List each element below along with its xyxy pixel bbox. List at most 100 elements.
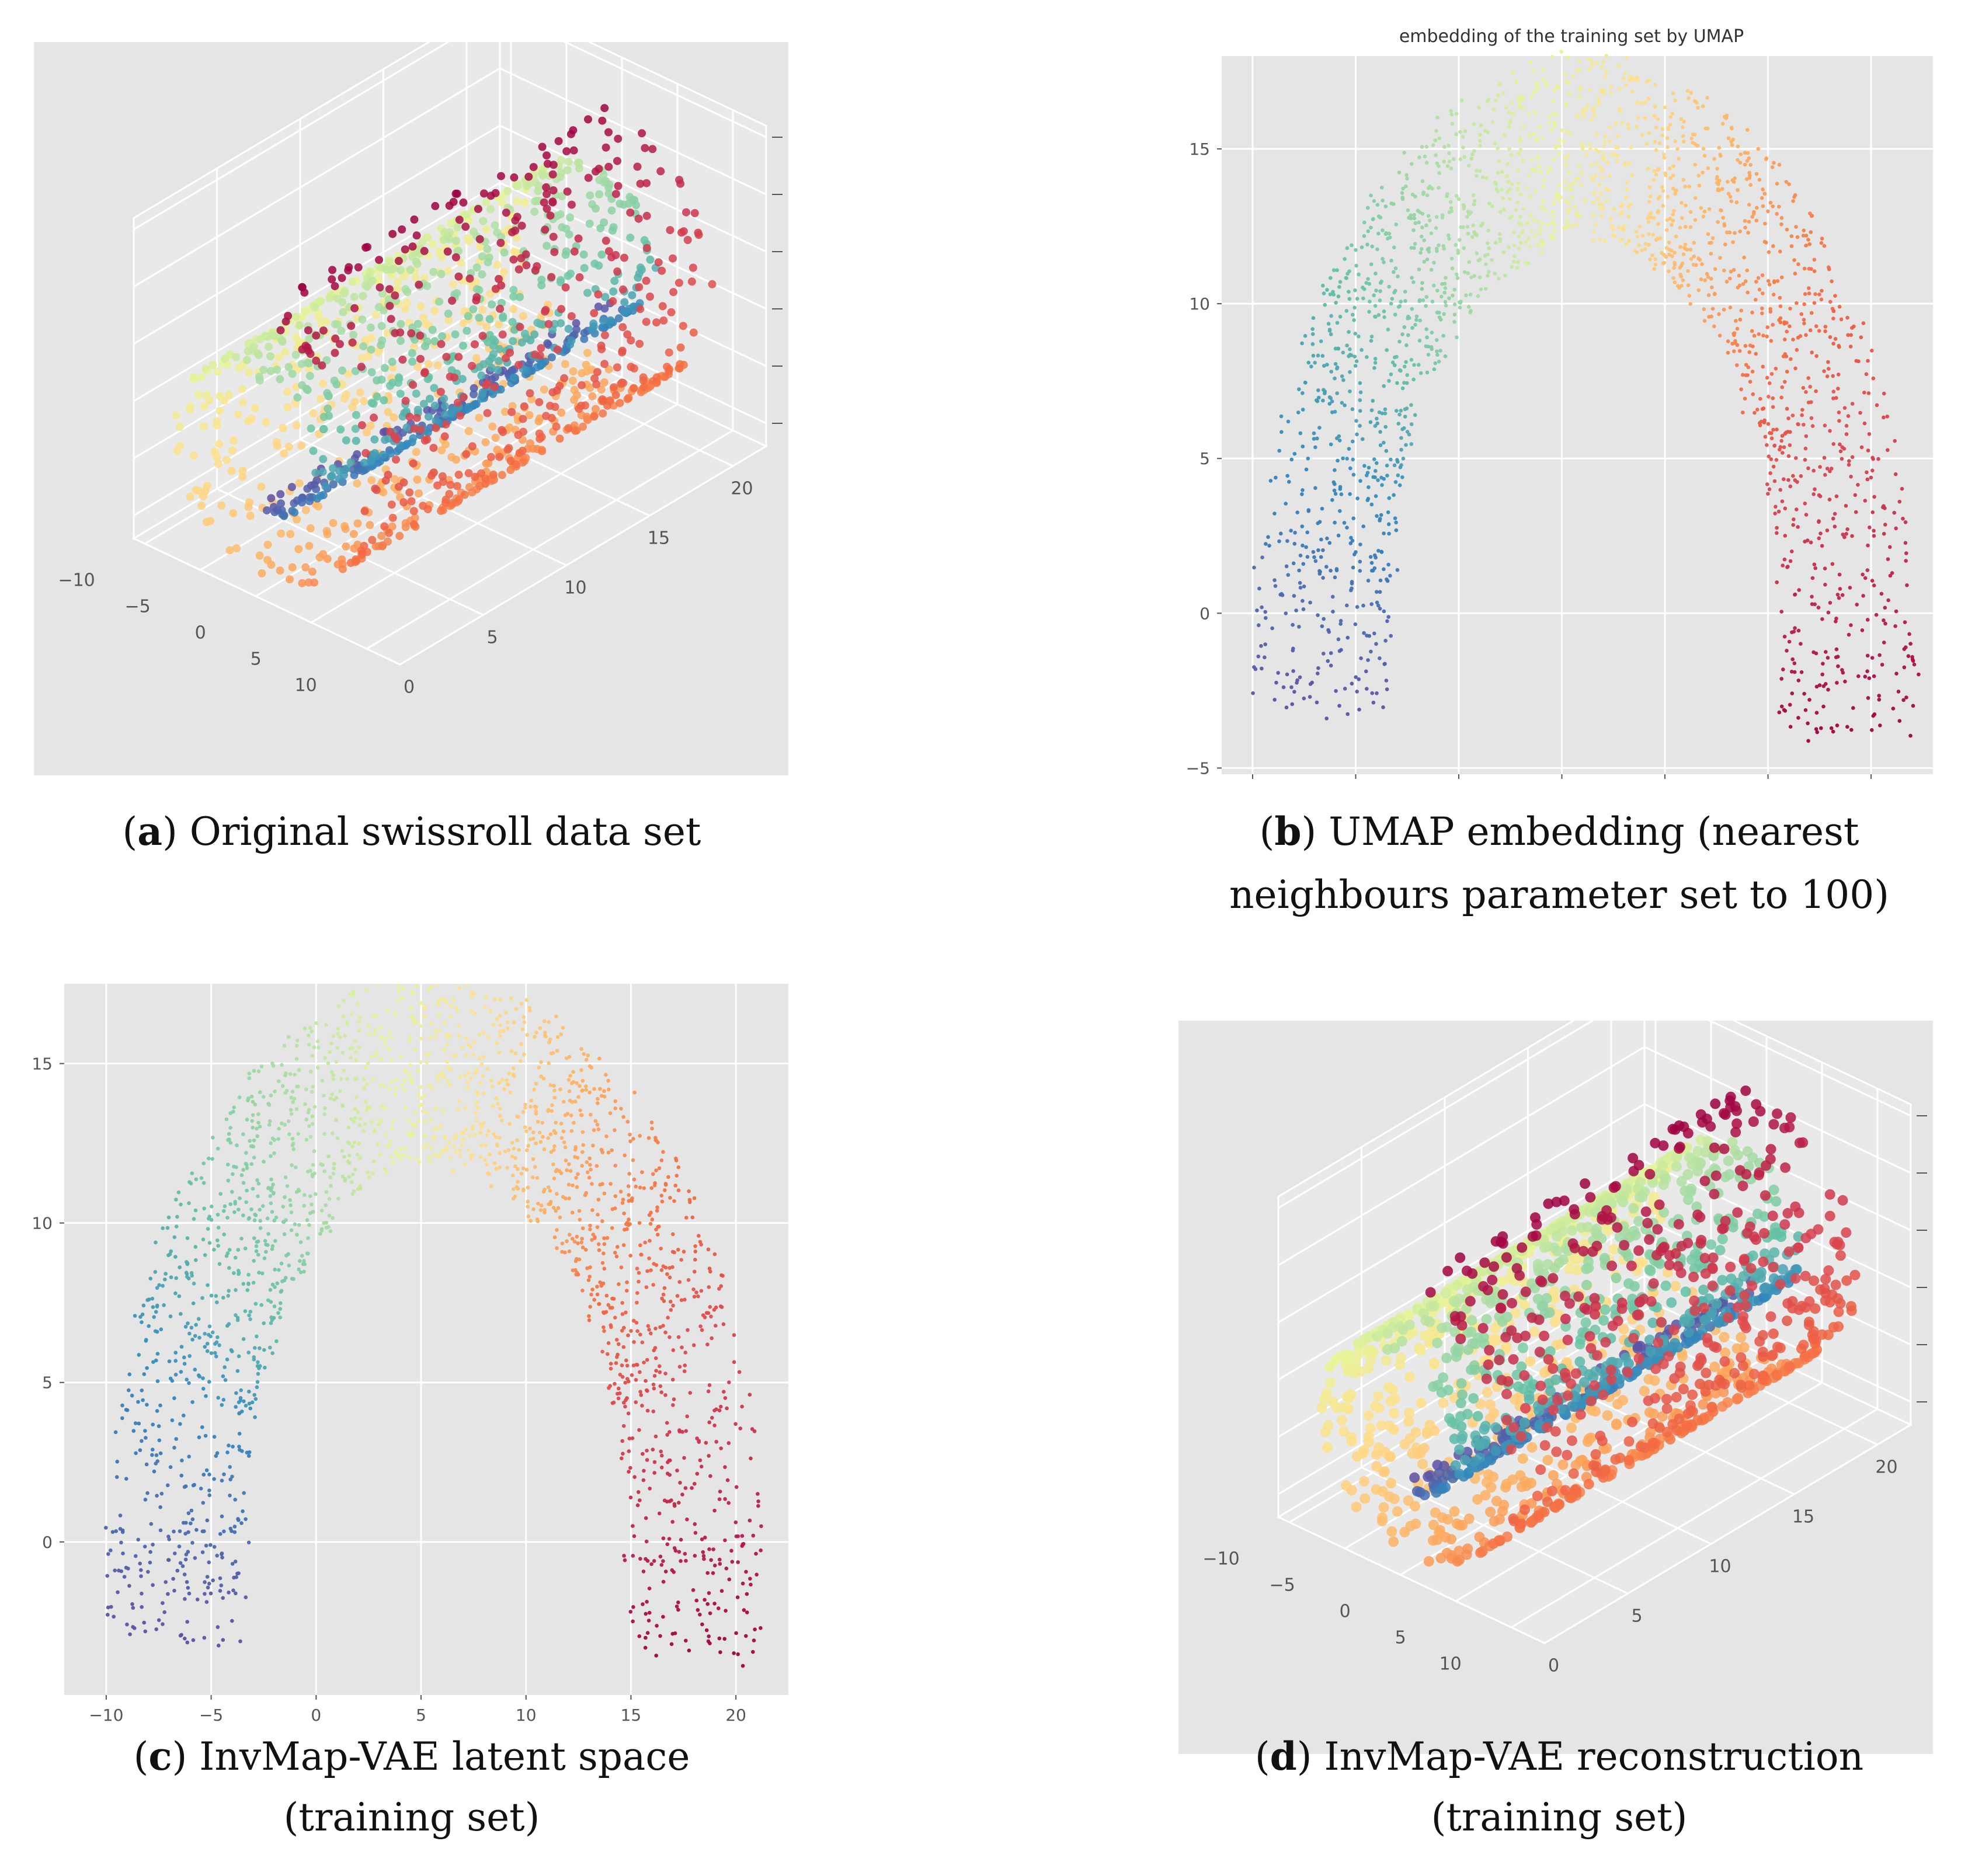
chart-c-point bbox=[663, 1569, 668, 1574]
chart-b-point bbox=[1775, 427, 1779, 431]
chart-b-point bbox=[1731, 240, 1735, 245]
chart-c-point bbox=[302, 1026, 307, 1031]
chart-b-point bbox=[1575, 211, 1579, 215]
chart-b-point bbox=[1671, 164, 1675, 168]
chart-a-point bbox=[416, 354, 425, 363]
chart-b-point bbox=[1484, 176, 1489, 180]
chart-b-point bbox=[1260, 555, 1264, 559]
chart-c-point bbox=[231, 1109, 235, 1114]
chart-a-point bbox=[471, 472, 479, 481]
chart-c-point bbox=[552, 1148, 556, 1152]
chart-b-point bbox=[1403, 299, 1407, 303]
chart-a-point bbox=[484, 338, 492, 347]
chart-c-point bbox=[235, 1369, 240, 1373]
chart-b-point bbox=[1394, 520, 1398, 525]
chart-a-point bbox=[580, 329, 589, 337]
chart-c-point bbox=[365, 988, 369, 993]
chart-c-point bbox=[698, 1458, 703, 1463]
chart-c-point bbox=[269, 1321, 273, 1325]
chart-a-point bbox=[446, 373, 454, 381]
chart-c-point bbox=[631, 1554, 635, 1558]
chart-a-point bbox=[405, 412, 414, 421]
chart-a-point bbox=[432, 423, 440, 432]
chart-b-point bbox=[1820, 544, 1824, 548]
chart-b-point bbox=[1426, 214, 1431, 218]
chart-c-point bbox=[589, 1167, 593, 1172]
chart-b-point bbox=[1590, 59, 1594, 64]
chart-a-point bbox=[561, 250, 570, 259]
chart-b-point bbox=[1384, 449, 1389, 453]
chart-b-point bbox=[1321, 398, 1325, 403]
chart-b-point bbox=[1603, 134, 1607, 138]
chart-b-point bbox=[1379, 549, 1383, 554]
chart-b-point bbox=[1810, 602, 1814, 606]
chart-b-point bbox=[1624, 242, 1629, 246]
chart-b-point bbox=[1707, 207, 1712, 211]
chart-c-point bbox=[638, 1332, 642, 1336]
chart-a-point bbox=[604, 128, 613, 137]
chart-c-point bbox=[289, 1210, 294, 1214]
chart-b-point bbox=[1557, 152, 1561, 156]
chart-b-point bbox=[1435, 288, 1439, 293]
chart-b-point bbox=[1651, 232, 1656, 237]
chart-b-point bbox=[1619, 238, 1623, 242]
chart-b-point bbox=[1827, 267, 1831, 272]
chart-b-point bbox=[1366, 277, 1370, 281]
chart-a-point bbox=[329, 480, 338, 489]
chart-b-point bbox=[1367, 281, 1372, 286]
chart-a-point bbox=[341, 524, 350, 533]
chart-c-point bbox=[694, 1598, 699, 1603]
chart-b-point bbox=[1405, 430, 1410, 434]
chart-c-point bbox=[587, 1275, 592, 1279]
chart-a-point bbox=[413, 475, 422, 484]
chart-b-point bbox=[1472, 202, 1476, 207]
chart-b-point bbox=[1437, 311, 1441, 315]
chart-b-point bbox=[1693, 162, 1698, 167]
chart-b-point bbox=[1505, 190, 1510, 194]
chart-c-point bbox=[200, 1296, 204, 1300]
chart-a-point bbox=[401, 245, 409, 254]
chart-b-point bbox=[1383, 424, 1388, 429]
chart-b-point bbox=[1836, 373, 1841, 377]
chart-b-point bbox=[1713, 267, 1717, 272]
chart-b-point bbox=[1410, 192, 1415, 197]
chart-b-point bbox=[1870, 349, 1874, 353]
chart-b-point bbox=[1752, 210, 1756, 214]
chart-c-point bbox=[384, 1133, 388, 1137]
chart-b-point bbox=[1850, 402, 1855, 406]
chart-a-gridline-z bbox=[499, 67, 767, 196]
chart-c-point bbox=[270, 1244, 275, 1248]
chart-b-point bbox=[1726, 339, 1730, 343]
chart-b-point bbox=[1786, 454, 1791, 458]
chart-b-point bbox=[1831, 396, 1835, 401]
chart-a-point bbox=[409, 507, 418, 516]
chart-b-point bbox=[1818, 465, 1822, 469]
chart-c-point bbox=[486, 1171, 490, 1175]
chart-b-point bbox=[1336, 294, 1341, 299]
chart-b-point bbox=[1260, 605, 1264, 610]
chart-b-point bbox=[1341, 456, 1345, 461]
chart-a-point bbox=[509, 305, 518, 314]
chart-b-point bbox=[1803, 458, 1807, 462]
chart-a-point bbox=[454, 353, 463, 361]
chart-a-point bbox=[600, 104, 609, 113]
chart-a-point bbox=[582, 360, 590, 369]
chart-c-point bbox=[632, 1177, 637, 1182]
chart-b-point bbox=[1335, 321, 1340, 325]
chart-b-point bbox=[1761, 333, 1765, 337]
chart-b-point bbox=[1579, 182, 1583, 187]
chart-b-point bbox=[1418, 250, 1423, 255]
chart-a-point bbox=[463, 326, 471, 335]
chart-c-point bbox=[422, 1007, 427, 1011]
chart-b-point bbox=[1635, 250, 1639, 255]
chart-a-point bbox=[583, 349, 592, 357]
chart-c-point bbox=[526, 1144, 530, 1148]
chart-b-point bbox=[1540, 221, 1544, 225]
chart-b-point bbox=[1322, 291, 1326, 295]
chart-c-point bbox=[120, 1403, 124, 1408]
chart-b-point bbox=[1768, 471, 1772, 475]
chart-a-point bbox=[542, 183, 551, 192]
chart-b-point bbox=[1654, 126, 1658, 130]
chart-c-point bbox=[323, 1106, 327, 1111]
chart-b-point bbox=[1604, 187, 1608, 191]
